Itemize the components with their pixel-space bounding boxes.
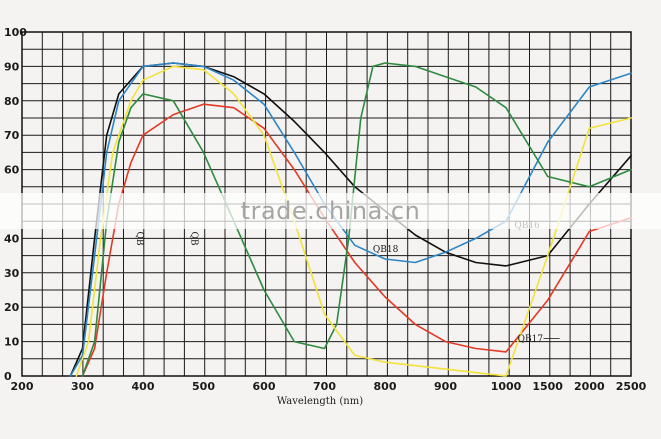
x-tick-label: 1000 (491, 380, 522, 393)
x-tick-label: 200 (11, 380, 34, 393)
x-tick-label: 900 (434, 380, 457, 393)
y-tick-label: 100 (4, 26, 27, 39)
x-tick-label: 300 (71, 380, 94, 393)
y-tick-labels: 0 10 20 30 40 60 70 80 90 100 (4, 26, 27, 383)
x-tick-label: 700 (313, 380, 336, 393)
watermark-overlay: trade.china.cn (0, 193, 661, 229)
y-tick-label: 0 (4, 370, 12, 383)
series-annotation: QB17 (518, 335, 544, 345)
series-annotation: QB18 (373, 245, 399, 255)
y-tick-label: 90 (4, 60, 20, 73)
x-tick-label: 2500 (616, 380, 647, 393)
x-axis-label: Wavelength (nm) (277, 396, 363, 407)
x-tick-label: 600 (253, 380, 276, 393)
x-tick-label: 800 (374, 380, 397, 393)
x-tick-label: 2000 (574, 380, 605, 393)
y-tick-label: 10 (4, 336, 20, 349)
y-tick-label: 80 (4, 95, 20, 108)
y-tick-label: 60 (4, 164, 20, 177)
x-tick-labels: 200 300 400 500 600 700 800 900 1000 1500 2000 2500 (11, 380, 647, 393)
series-line-qb17 (81, 103, 632, 377)
y-tick-label: 20 (4, 301, 20, 314)
y-tick-label: 30 (4, 267, 20, 280)
series-annotation: QB (188, 232, 198, 246)
x-tick-label: 1500 (532, 380, 563, 393)
x-tick-label: 500 (192, 380, 215, 393)
series-line-qb19 (81, 62, 632, 377)
series-line-qb16 (69, 62, 632, 377)
y-tick-label: 40 (4, 232, 20, 245)
series-annotation: QB (134, 232, 144, 246)
y-tick-label: 70 (4, 129, 20, 142)
x-tick-label: 400 (132, 380, 155, 393)
